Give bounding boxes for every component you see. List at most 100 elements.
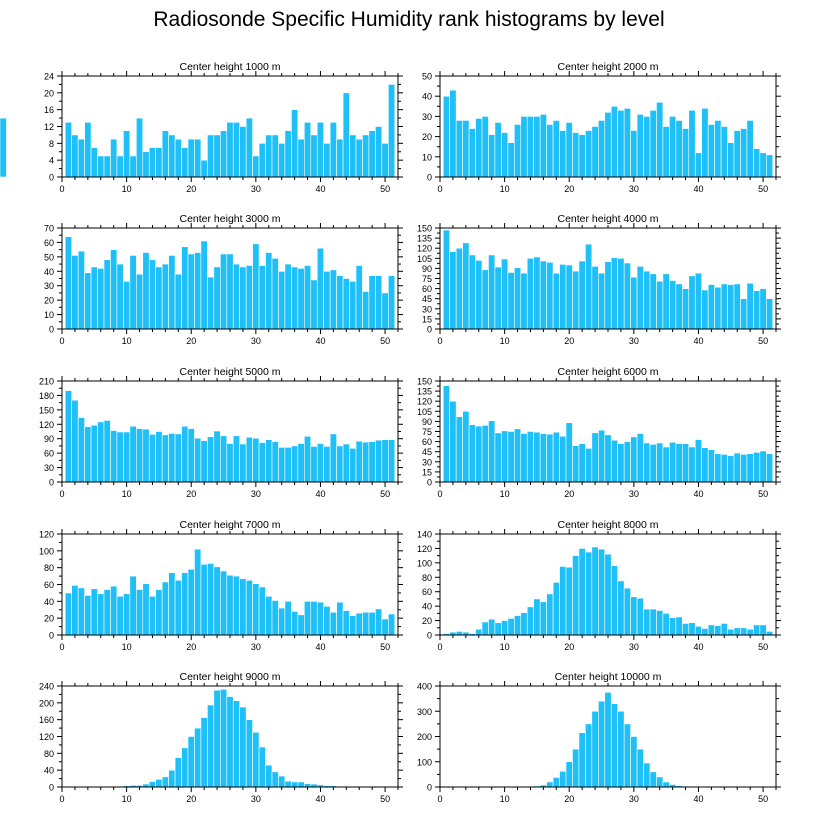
histogram-bar [617, 710, 625, 788]
histogram-bar [181, 246, 189, 330]
histogram-bar [362, 441, 370, 483]
x-tick-label: 50 [758, 489, 768, 499]
histogram-bar [610, 565, 618, 636]
x-tick-label: 20 [186, 489, 196, 499]
histogram-bar [604, 692, 612, 788]
x-tick-label: 10 [500, 642, 510, 652]
histogram-bar [181, 747, 189, 788]
histogram-bar [388, 84, 396, 178]
x-tick-label: 50 [758, 794, 768, 804]
x-tick-label: 40 [315, 642, 325, 652]
histogram-bar [375, 275, 383, 330]
y-tick-label: 0 [49, 783, 54, 793]
y-tick-label: 20 [44, 296, 54, 306]
y-tick-label: 60 [44, 238, 54, 248]
histogram-bar [727, 284, 735, 330]
histogram-bar [475, 260, 483, 330]
x-tick-label: 40 [315, 489, 325, 499]
histogram-bar [349, 448, 357, 483]
histogram-bar [630, 596, 638, 636]
histogram-bar [278, 775, 286, 788]
y-tick-label: 60 [422, 587, 432, 597]
histogram-bar [64, 121, 72, 178]
y-tick-label: 400 [417, 682, 432, 692]
histogram-bar [239, 266, 247, 330]
x-tick-label: 10 [500, 794, 510, 804]
y-tick-label: 90 [422, 417, 432, 427]
histogram-bar [252, 155, 260, 178]
histogram-bar [720, 454, 728, 483]
histogram-bar [148, 259, 156, 330]
histogram-bar [181, 572, 189, 636]
y-tick-label: 10 [422, 152, 432, 162]
figure-title: Radiosonde Specific Humidity rank histog… [153, 8, 665, 31]
y-tick-label: 0 [49, 173, 54, 183]
histogram-bar [675, 443, 683, 483]
histogram-bar [669, 116, 677, 178]
histogram-bar [71, 585, 79, 636]
y-tick-label: 0 [427, 783, 432, 793]
histogram-bar [468, 128, 476, 178]
histogram-bar [643, 442, 651, 483]
histogram-bar [310, 134, 318, 178]
x-tick-label: 30 [251, 184, 261, 194]
histogram-bar [200, 440, 208, 483]
histogram-bar [297, 781, 305, 788]
histogram-bar [161, 434, 169, 483]
histogram-bar [136, 589, 144, 636]
histogram-bar [388, 613, 396, 636]
histogram-bar [297, 268, 305, 330]
histogram-bar [449, 251, 457, 330]
histogram-bar [284, 601, 292, 636]
histogram-bar [200, 240, 208, 330]
x-tick-label: 20 [564, 642, 574, 652]
y-tick-label: 60 [422, 437, 432, 447]
histogram-bar [304, 121, 312, 178]
panel-title: Center height 2000 m [558, 61, 659, 73]
y-tick-label: 0 [427, 173, 432, 183]
histogram-bar [213, 689, 221, 788]
histogram-bar [355, 612, 363, 636]
histogram-bar [546, 262, 554, 330]
histogram-bar [675, 616, 683, 636]
y-tick-label: 90 [422, 264, 432, 274]
histogram-bar [617, 580, 625, 636]
histogram-bar [310, 446, 318, 483]
y-tick-label: 150 [39, 405, 54, 415]
x-tick-label: 10 [122, 184, 132, 194]
x-tick-label: 20 [186, 642, 196, 652]
histogram-bar [278, 143, 286, 178]
y-tick-label: 120 [417, 397, 432, 407]
histogram-bar [649, 443, 657, 483]
histogram-bar [220, 570, 228, 636]
y-tick-label: 20 [422, 132, 432, 142]
y-tick-label: 40 [44, 766, 54, 776]
histogram-bar [598, 429, 606, 483]
histogram-bar [362, 291, 370, 330]
histogram-bar [316, 601, 324, 636]
x-tick-label: 30 [629, 184, 639, 194]
histogram-bar [559, 771, 567, 788]
histogram-bar [181, 147, 189, 178]
histogram-bar [565, 761, 573, 788]
x-tick-label: 40 [693, 184, 703, 194]
histogram-bar [316, 247, 324, 330]
histogram-bar [572, 555, 580, 636]
histogram-bar [226, 443, 234, 483]
y-tick-label: 105 [417, 254, 432, 264]
histogram-bar [304, 601, 312, 636]
histogram-bar [97, 155, 105, 178]
x-tick-label: 30 [629, 794, 639, 804]
histogram-bar [656, 442, 664, 483]
x-tick-label: 20 [564, 489, 574, 499]
histogram-bar [701, 628, 709, 636]
histogram-bar [168, 572, 176, 636]
x-tick-label: 10 [122, 642, 132, 652]
histogram-bar [291, 109, 299, 178]
histogram-bar [720, 126, 728, 178]
histogram-bar [617, 443, 625, 483]
histogram-bar [714, 453, 722, 483]
histogram-bar [662, 273, 670, 330]
histogram-bar [753, 624, 761, 636]
y-tick-label: 30 [422, 112, 432, 122]
